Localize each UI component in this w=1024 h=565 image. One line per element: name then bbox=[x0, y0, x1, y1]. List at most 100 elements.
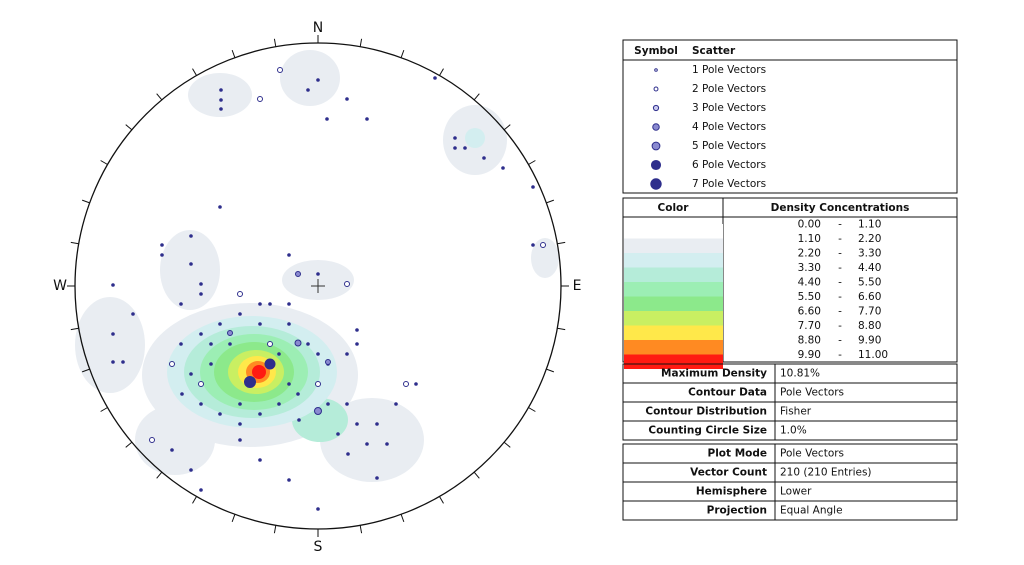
color-swatch bbox=[624, 267, 723, 282]
pole-point bbox=[316, 352, 320, 356]
tick bbox=[192, 496, 197, 504]
pole-point bbox=[169, 361, 175, 367]
pole-point bbox=[287, 253, 291, 257]
pole-point bbox=[297, 418, 301, 422]
legend-label: 3 Pole Vectors bbox=[692, 102, 766, 114]
pole-point bbox=[403, 381, 409, 387]
range-to: 1.10 bbox=[858, 218, 881, 230]
pole-point bbox=[258, 302, 262, 306]
tick bbox=[156, 471, 163, 479]
symbol bbox=[652, 104, 660, 112]
pole-point bbox=[237, 291, 243, 297]
pole-point bbox=[209, 342, 213, 346]
pole-point bbox=[277, 67, 283, 73]
pole-point bbox=[414, 382, 418, 386]
pole-point bbox=[218, 412, 222, 416]
tick bbox=[503, 124, 511, 131]
pole-point bbox=[218, 322, 222, 326]
pole-point bbox=[244, 376, 256, 388]
pole-point bbox=[375, 422, 379, 426]
tick bbox=[528, 407, 536, 412]
tick bbox=[273, 38, 277, 47]
pole-point bbox=[345, 402, 349, 406]
info-label: Counting Circle Size bbox=[648, 425, 767, 437]
pole-point bbox=[355, 422, 359, 426]
tick bbox=[70, 241, 79, 245]
tick bbox=[231, 514, 236, 523]
pole-point bbox=[531, 243, 535, 247]
tick bbox=[557, 241, 566, 245]
pole-point bbox=[463, 146, 467, 150]
info-value: 1.0% bbox=[780, 425, 807, 437]
compass-label: N bbox=[313, 20, 323, 36]
pole-point bbox=[306, 88, 310, 92]
pole-point bbox=[189, 468, 193, 472]
pole-point bbox=[315, 381, 321, 387]
tick bbox=[156, 93, 163, 101]
pole-point bbox=[111, 332, 115, 336]
tick bbox=[439, 68, 444, 76]
color-swatch bbox=[624, 354, 723, 369]
pole-point bbox=[219, 98, 223, 102]
range-to: 4.40 bbox=[858, 262, 881, 274]
range-from: 4.40 bbox=[798, 276, 821, 288]
pole-point bbox=[121, 360, 125, 364]
pole-point bbox=[433, 76, 437, 80]
range-sep: - bbox=[838, 320, 842, 332]
symbol bbox=[650, 178, 662, 190]
tick bbox=[125, 124, 133, 131]
compass-label: S bbox=[314, 539, 323, 555]
range-to: 6.60 bbox=[858, 291, 881, 303]
tick bbox=[557, 327, 566, 331]
pole-point bbox=[111, 360, 115, 364]
tick bbox=[473, 471, 480, 479]
pole-point bbox=[540, 242, 546, 248]
pole-point bbox=[238, 312, 242, 316]
pole-point bbox=[482, 156, 486, 160]
legend-label: 1 Pole Vectors bbox=[692, 64, 766, 76]
compass-label: E bbox=[573, 278, 582, 294]
stereonet: N S W E bbox=[53, 20, 581, 555]
pole-point bbox=[501, 166, 505, 170]
range-from: 7.70 bbox=[798, 320, 821, 332]
tick bbox=[192, 68, 197, 76]
tick bbox=[70, 327, 79, 331]
pole-point bbox=[238, 422, 242, 426]
info-label: Plot Mode bbox=[708, 448, 767, 460]
pole-point bbox=[228, 342, 232, 346]
color-swatch bbox=[624, 325, 723, 340]
range-sep: - bbox=[838, 218, 842, 230]
header: Density Concentrations bbox=[771, 202, 910, 214]
pole-point bbox=[375, 476, 379, 480]
pole-point bbox=[160, 243, 164, 247]
info-value: Lower bbox=[780, 486, 812, 498]
tick bbox=[528, 160, 536, 165]
pole-point bbox=[345, 97, 349, 101]
tick bbox=[81, 199, 90, 204]
contour bbox=[160, 230, 220, 310]
range-sep: - bbox=[838, 247, 842, 259]
pole-point bbox=[287, 478, 291, 482]
pole-point bbox=[316, 272, 320, 276]
pole-point bbox=[199, 402, 203, 406]
info-value: Pole Vectors bbox=[780, 448, 844, 460]
symbol bbox=[650, 159, 662, 171]
pole-point bbox=[453, 136, 457, 140]
range-from: 8.80 bbox=[798, 334, 821, 346]
info-value: Pole Vectors bbox=[780, 387, 844, 399]
pole-point bbox=[267, 341, 273, 347]
info-label: Contour Data bbox=[688, 387, 767, 399]
pole-point bbox=[264, 358, 276, 370]
legend-label: 7 Pole Vectors bbox=[692, 178, 766, 190]
color-swatch bbox=[624, 253, 723, 268]
info-label: Projection bbox=[707, 505, 767, 517]
symbol bbox=[654, 68, 658, 72]
pole-point bbox=[385, 442, 389, 446]
pole-point bbox=[294, 339, 302, 347]
pole-point bbox=[218, 205, 222, 209]
range-from: 1.10 bbox=[798, 233, 821, 245]
legend-label: 5 Pole Vectors bbox=[692, 140, 766, 152]
tick bbox=[81, 368, 90, 373]
range-from: 9.90 bbox=[798, 349, 821, 361]
